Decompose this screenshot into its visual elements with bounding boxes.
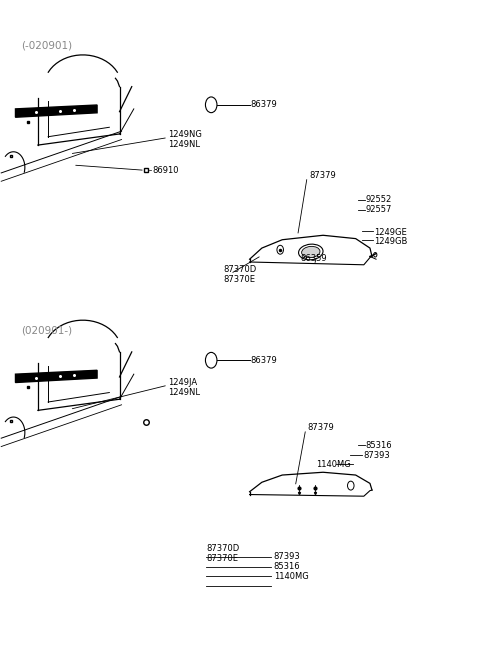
Text: 85316: 85316 (366, 441, 392, 450)
Text: 85316: 85316 (274, 562, 300, 571)
Text: 92552: 92552 (366, 195, 392, 204)
Text: 1140MG: 1140MG (274, 572, 308, 581)
Text: 87393: 87393 (274, 552, 300, 561)
Polygon shape (15, 370, 97, 383)
Text: 86379: 86379 (251, 356, 277, 365)
Text: 87370D: 87370D (223, 265, 256, 274)
Text: 87379: 87379 (310, 171, 336, 180)
Text: 1249NG: 1249NG (168, 130, 202, 139)
Text: 86379: 86379 (251, 100, 277, 109)
Text: 87370E: 87370E (206, 553, 239, 563)
Text: 1249NL: 1249NL (168, 388, 200, 397)
Text: 1249JA: 1249JA (168, 378, 197, 387)
Text: 86910: 86910 (153, 166, 179, 175)
Text: 1249GB: 1249GB (374, 237, 408, 246)
Text: 1249NL: 1249NL (168, 140, 200, 149)
Text: 87370D: 87370D (206, 544, 240, 553)
Text: 92557: 92557 (366, 205, 392, 214)
Text: (020901-): (020901-) (22, 326, 73, 336)
Text: 86359: 86359 (300, 253, 326, 263)
Text: 87393: 87393 (363, 451, 390, 460)
Text: 87379: 87379 (307, 423, 334, 432)
Polygon shape (15, 105, 97, 117)
Ellipse shape (301, 246, 320, 257)
Text: (-020901): (-020901) (22, 41, 73, 51)
Text: 87370E: 87370E (223, 274, 255, 284)
Text: 1140MG: 1140MG (316, 460, 350, 469)
Text: 1249GE: 1249GE (374, 228, 407, 237)
